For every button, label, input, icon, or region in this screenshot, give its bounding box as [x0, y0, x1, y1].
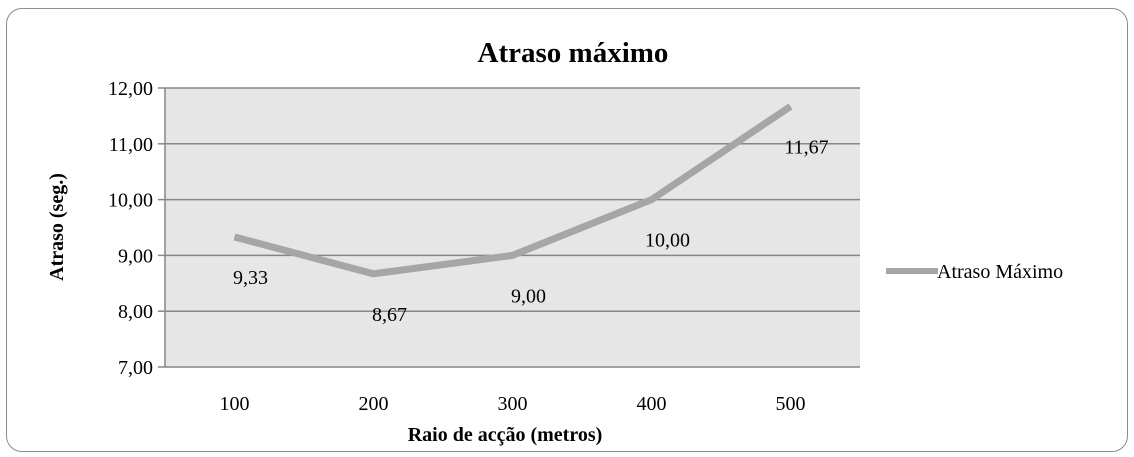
y-tick-label: 12,00	[108, 78, 153, 100]
data-label: 11,67	[784, 136, 828, 158]
x-tick-label: 300	[498, 393, 528, 415]
y-axis-label: Atraso (seg.)	[46, 173, 68, 281]
x-axis-ticks: 100 200 300 400 500	[220, 393, 806, 415]
y-tick-label: 11,00	[109, 134, 153, 156]
legend-label: Atraso Máximo	[937, 261, 1063, 283]
y-tick-label: 9,00	[118, 245, 153, 267]
data-point	[234, 236, 235, 238]
data-labels: 9,33 8,67 9,00 10,00 11,67	[233, 136, 829, 325]
x-tick-label: 100	[220, 393, 250, 415]
y-axis-ticks: 7,00 8,00 9,00 10,00 11,00 12,00	[108, 78, 860, 379]
x-tick-label: 200	[359, 393, 389, 415]
y-tick-label: 8,00	[118, 301, 153, 323]
data-label: 9,33	[233, 267, 268, 289]
chart-title: Atraso máximo	[478, 37, 669, 69]
data-point	[373, 273, 374, 275]
y-tick-label: 7,00	[118, 357, 153, 379]
data-point	[651, 199, 652, 201]
legend: Atraso Máximo	[886, 261, 1063, 283]
data-point	[512, 254, 513, 256]
y-tick-label: 10,00	[108, 190, 153, 212]
series-layer	[233, 103, 793, 278]
x-tick-label: 500	[776, 393, 806, 415]
x-axis-label: Raio de acção (metros)	[408, 424, 603, 446]
x-tick-label: 400	[637, 393, 667, 415]
data-label: 8,67	[372, 304, 407, 326]
data-label: 10,00	[645, 230, 690, 252]
data-label: 9,00	[511, 285, 546, 307]
data-point	[790, 105, 791, 107]
